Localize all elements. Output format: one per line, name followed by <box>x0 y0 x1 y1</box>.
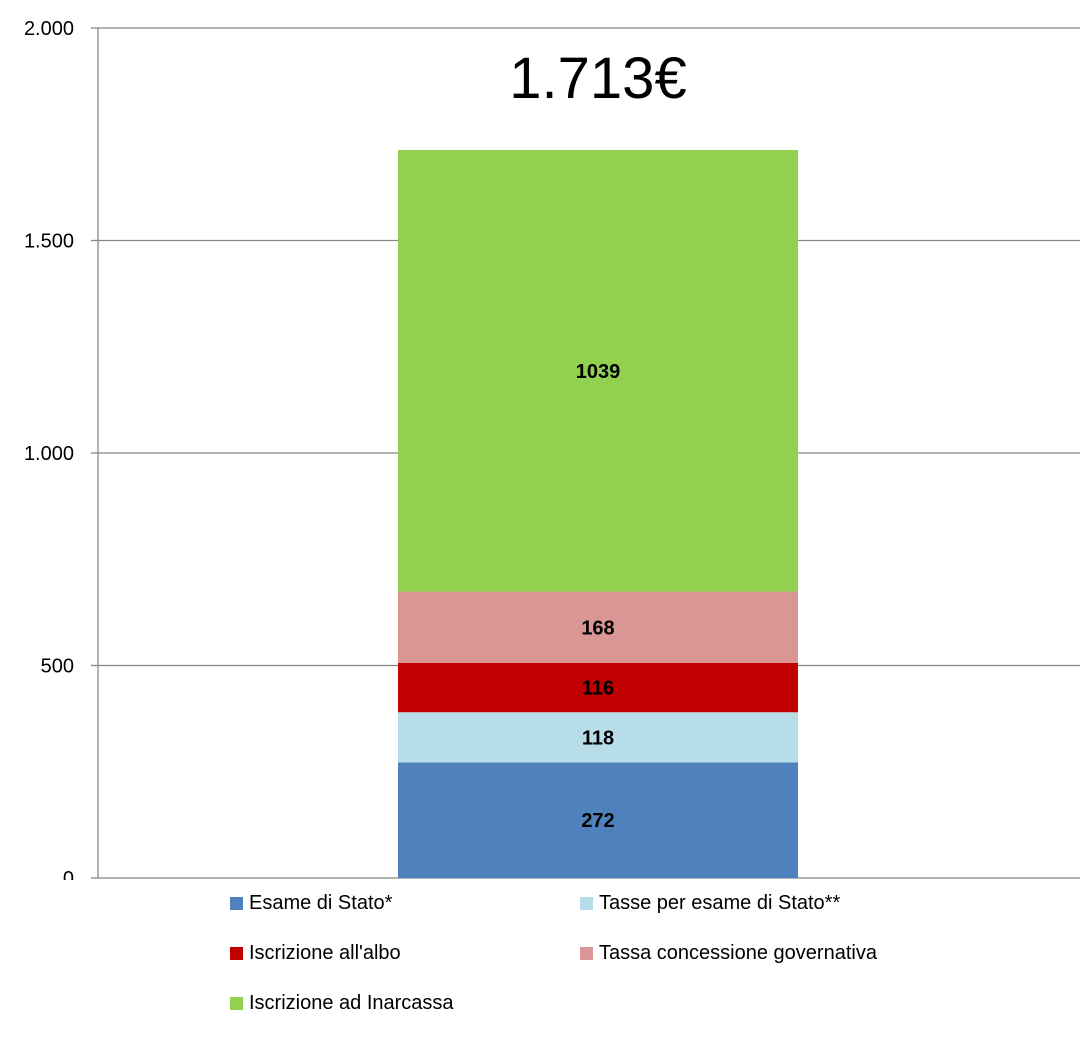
y-tick-label: 0 <box>63 868 74 880</box>
data-label: 272 <box>581 810 614 832</box>
legend-label: Iscrizione all'albo <box>249 942 401 964</box>
legend-label: Iscrizione ad Inarcassa <box>249 992 454 1014</box>
bar-segment <box>398 762 798 878</box>
legend-item: Esame di Stato* <box>230 892 392 915</box>
y-tick-label: 500 <box>41 656 74 678</box>
legend-swatch <box>230 897 243 910</box>
data-label: 1039 <box>576 361 621 383</box>
y-tick-label: 1.500 <box>24 231 74 253</box>
legend-swatch <box>580 947 593 960</box>
legend-item: Iscrizione all'albo <box>230 942 401 965</box>
chart-title: 1.713€ <box>509 46 686 111</box>
bar-segment <box>398 591 798 663</box>
bar-segment <box>398 662 798 713</box>
stacked-bar <box>398 149 798 878</box>
data-labels: 272 118 116 168 1039 <box>576 361 621 832</box>
y-axis: 0 500 1.000 1.500 2.000 <box>24 18 99 880</box>
legend-item: Tasse per esame di Stato** <box>580 892 840 915</box>
legend-item: Tassa concessione governativa <box>580 942 877 965</box>
bar-segment <box>398 712 798 763</box>
legend-item: Iscrizione ad Inarcassa <box>230 992 454 1015</box>
legend-label: Tassa concessione governativa <box>599 942 877 964</box>
legend-label: Esame di Stato* <box>249 892 393 914</box>
bar-segment <box>398 149 798 592</box>
data-label: 118 <box>582 727 614 749</box>
legend-swatch <box>230 997 243 1010</box>
data-label: 116 <box>582 678 614 700</box>
stacked-bar-chart: 0 500 1.000 1.500 2.000 272 118 116 168 1039 1.7… <box>24 18 1080 880</box>
y-tick-label: 2.000 <box>24 18 74 40</box>
legend-swatch <box>230 947 243 960</box>
legend-label: Tasse per esame di Stato** <box>599 892 841 914</box>
y-tick-label: 1.000 <box>24 443 74 465</box>
data-label: 168 <box>581 617 614 639</box>
legend-swatch <box>580 897 593 910</box>
